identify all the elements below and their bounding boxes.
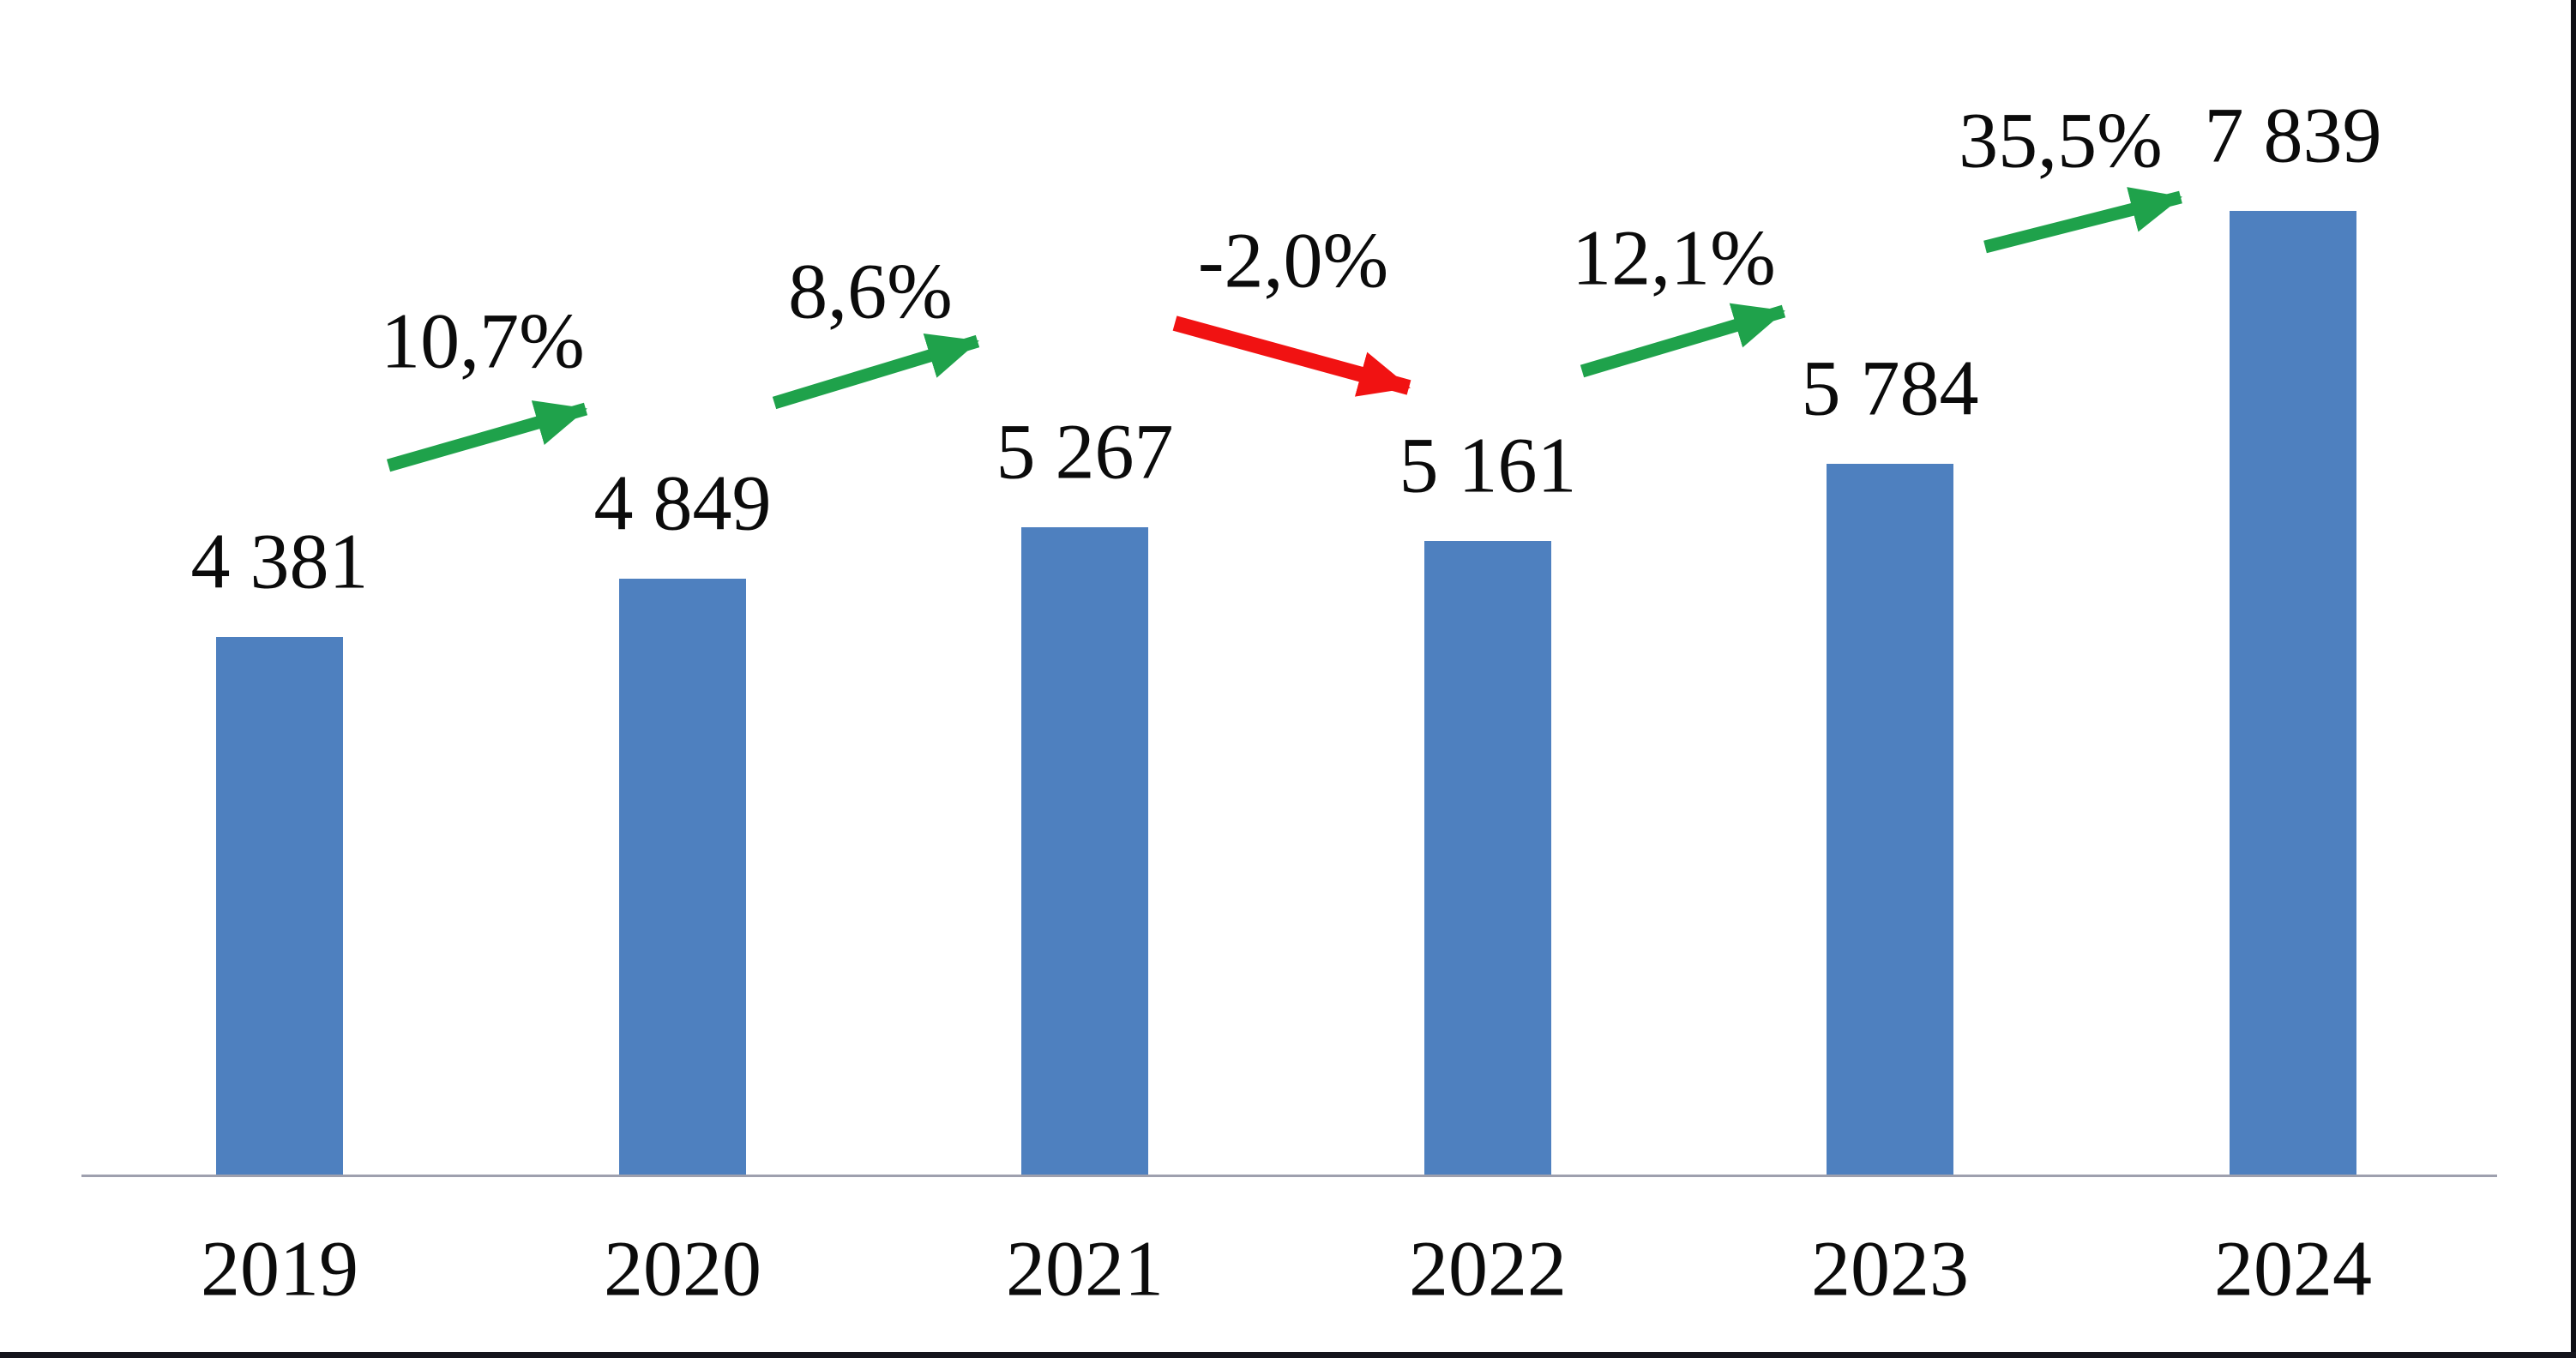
- bar-2019: [216, 637, 343, 1176]
- image-border-bottom: [0, 1352, 2576, 1358]
- x-axis-tick-label-2024: 2024: [2214, 1224, 2372, 1313]
- pct-change-label-2020-to-2021: 8,6%: [788, 247, 953, 335]
- bar-value-label-2021: 5 267: [996, 407, 1174, 496]
- pct-change-label-2021-to-2022: -2,0%: [1197, 216, 1389, 304]
- pct-change-label-2019-to-2020: 10,7%: [381, 297, 585, 385]
- bar-value-label-2022: 5 161: [1399, 421, 1577, 509]
- x-axis-line: [81, 1175, 2497, 1177]
- bar-value-label-2020: 4 849: [593, 459, 772, 547]
- growth-arrow-2021-to-2022-down: [1172, 315, 1411, 397]
- image-border-right: [2571, 0, 2576, 1358]
- bar-2024: [2230, 211, 2356, 1176]
- x-axis-tick-label-2021: 2021: [1006, 1224, 1164, 1313]
- x-axis-tick-label-2019: 2019: [201, 1224, 358, 1313]
- growth-arrow-2019-to-2020-up: [386, 400, 588, 472]
- bar-2021: [1021, 527, 1148, 1176]
- bar-2020: [619, 579, 746, 1176]
- bar-2022: [1424, 541, 1551, 1176]
- x-axis-tick-label-2020: 2020: [604, 1224, 761, 1313]
- growth-arrow-2023-to-2024-up: [1983, 187, 2182, 254]
- x-axis-tick-label-2023: 2023: [1811, 1224, 1969, 1313]
- growth-arrow-2022-to-2023-up: [1580, 303, 1786, 378]
- bar-value-label-2024: 7 839: [2204, 91, 2382, 179]
- bar-2023: [1827, 464, 1953, 1176]
- growth-arrow-2020-to-2021-up: [772, 333, 980, 410]
- pct-change-label-2022-to-2023: 12,1%: [1572, 213, 1776, 302]
- bar-value-label-2019: 4 381: [190, 517, 369, 605]
- x-axis-tick-label-2022: 2022: [1409, 1224, 1567, 1313]
- bar-value-label-2023: 5 784: [1801, 344, 1979, 432]
- pct-change-label-2023-to-2024: 35,5%: [1959, 96, 2163, 184]
